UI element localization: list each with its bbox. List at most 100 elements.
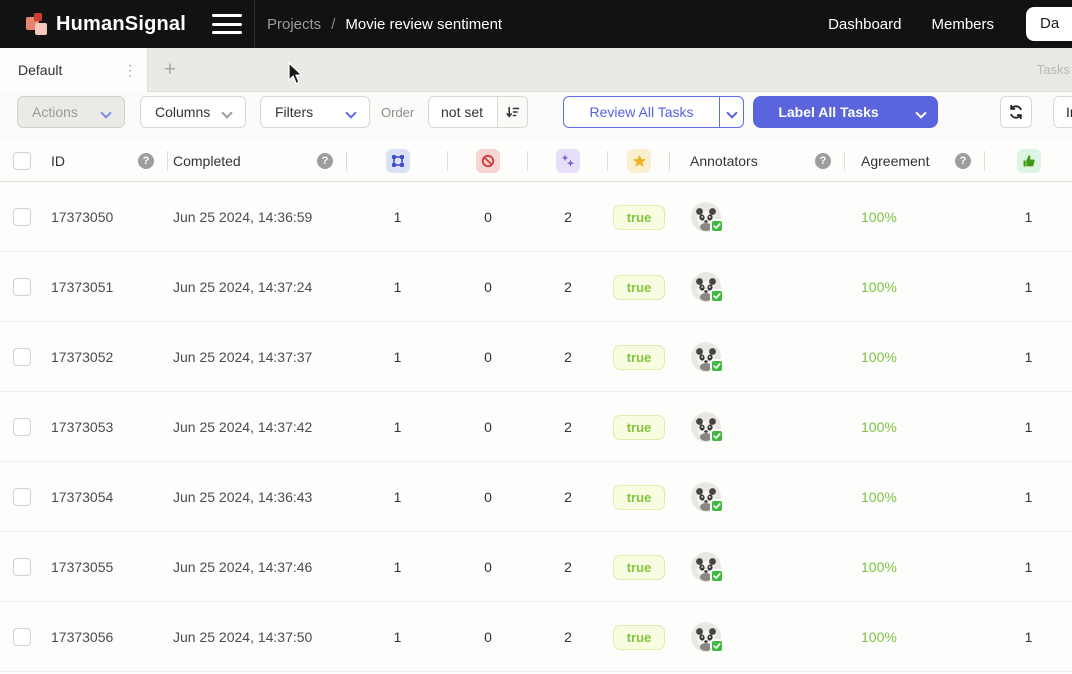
annotations-count: 1 [393,279,402,295]
annotator-avatar[interactable] [691,622,724,653]
chevron-down-icon [346,108,355,117]
annotator-avatar[interactable] [691,272,724,303]
toolbar: Actions Columns Filters Order not set Re… [0,92,1072,140]
sort-descending-icon [505,106,519,118]
row-checkbox[interactable] [13,488,31,506]
annotator-avatar[interactable] [691,342,724,373]
actions-label: Actions [32,104,78,120]
agreement-value: 100% [861,559,897,575]
annotator-verified-check-icon [710,639,724,653]
tab-bar: Default ⋮ + Tasks [0,48,1072,92]
nav-data-manager-pill[interactable]: Da [1026,7,1072,41]
completed-timestamp: Jun 25 2024, 14:37:42 [173,419,313,435]
table-row[interactable]: 17373055 Jun 25 2024, 14:37:46 1 0 2 tru… [0,532,1072,602]
column-header-annotators[interactable]: Annotators [690,153,758,169]
filters-dropdown[interactable]: Filters [260,96,370,128]
ground-truth-badge: true [612,624,666,650]
ground-truth-badge: true [612,274,666,300]
cancelled-count: 0 [484,559,492,575]
order-value: not set [441,104,484,120]
annotator-verified-check-icon [710,359,724,373]
ground-truth-icon[interactable] [627,149,651,173]
brand-name: HumanSignal [56,12,186,35]
nav-members[interactable]: Members [931,15,994,33]
table-row[interactable]: 17373051 Jun 25 2024, 14:37:24 1 0 2 tru… [0,252,1072,322]
order-button[interactable]: not set [428,96,528,128]
sort-direction-button[interactable] [497,97,527,127]
completed-timestamp: Jun 25 2024, 14:36:43 [173,489,313,505]
chevron-down-icon [916,108,925,117]
review-all-tasks-button[interactable]: Review All Tasks [563,96,744,128]
humansignal-logo-icon [26,13,48,35]
table-row[interactable]: 17373053 Jun 25 2024, 14:37:42 1 0 2 tru… [0,392,1072,462]
completed-timestamp: Jun 25 2024, 14:37:37 [173,349,313,365]
cancelled-count: 0 [484,209,492,225]
select-all-checkbox[interactable] [13,152,31,170]
cancelled-count: 0 [484,349,492,365]
column-header-agreement[interactable]: Agreement [861,153,930,169]
predictions-count: 2 [564,209,572,225]
table-row[interactable]: 17373052 Jun 25 2024, 14:37:37 1 0 2 tru… [0,322,1072,392]
top-bar: HumanSignal Projects / Movie review sent… [0,0,1072,48]
annotations-count: 1 [393,559,402,575]
tab-menu-icon[interactable]: ⋮ [123,62,137,78]
row-checkbox[interactable] [13,348,31,366]
task-id: 17373052 [51,349,114,365]
annotator-avatar[interactable] [691,482,724,513]
chevron-down-icon [222,108,231,117]
import-button[interactable]: Im [1053,96,1072,128]
completed-timestamp: Jun 25 2024, 14:37:50 [173,629,313,645]
reviews-count: 1 [1024,489,1033,505]
tab-default[interactable]: Default ⋮ [0,48,148,92]
help-icon[interactable]: ? [815,153,831,169]
actions-dropdown[interactable]: Actions [17,96,125,128]
columns-dropdown[interactable]: Columns [140,96,246,128]
row-checkbox[interactable] [13,278,31,296]
help-icon[interactable]: ? [138,153,154,169]
chevron-down-icon [727,108,736,117]
predictions-count: 2 [564,629,572,645]
help-icon[interactable]: ? [955,153,971,169]
label-all-tasks-dropdown[interactable] [903,108,937,117]
cancelled-annotations-icon[interactable] [476,149,500,173]
topbar-divider [254,0,255,48]
row-checkbox[interactable] [13,418,31,436]
completed-timestamp: Jun 25 2024, 14:36:59 [173,209,313,225]
predictions-count: 2 [564,419,572,435]
help-icon[interactable]: ? [317,153,333,169]
column-header-completed[interactable]: Completed [173,153,241,169]
table-row[interactable]: 17373050 Jun 25 2024, 14:36:59 1 0 2 tru… [0,182,1072,252]
refresh-icon [1010,104,1022,120]
add-tab-button[interactable]: + [163,58,177,81]
annotator-verified-check-icon [710,219,724,233]
annotator-verified-check-icon [710,429,724,443]
row-checkbox[interactable] [13,628,31,646]
filters-label: Filters [275,104,314,120]
agreement-value: 100% [861,489,897,505]
label-all-tasks-button[interactable]: Label All Tasks [753,96,938,128]
column-header-id[interactable]: ID [51,153,65,169]
reviews-accepted-icon[interactable] [1016,149,1041,173]
annotations-count-icon[interactable] [385,149,410,173]
review-all-tasks-dropdown[interactable] [719,97,743,127]
completed-timestamp: Jun 25 2024, 14:37:46 [173,559,313,575]
brand[interactable]: HumanSignal [0,13,186,36]
table-row[interactable]: 17373056 Jun 25 2024, 14:37:50 1 0 2 tru… [0,602,1072,672]
row-checkbox[interactable] [13,208,31,226]
predictions-icon[interactable] [556,149,580,173]
annotator-avatar[interactable] [691,202,724,233]
panda-avatar-image [691,342,721,372]
reviews-count: 1 [1024,629,1033,645]
predictions-count: 2 [564,559,572,575]
tasks-counter-label: Tasks [1036,62,1070,77]
hamburger-menu-icon[interactable] [212,14,242,34]
annotator-avatar[interactable] [691,412,724,443]
nav-dashboard[interactable]: Dashboard [828,15,902,33]
table-row[interactable]: 17373054 Jun 25 2024, 14:36:43 1 0 2 tru… [0,462,1072,532]
breadcrumb-projects[interactable]: Projects [267,15,322,33]
annotator-avatar[interactable] [691,552,724,583]
refresh-button[interactable] [1000,96,1032,128]
row-checkbox[interactable] [13,558,31,576]
predictions-count: 2 [564,279,572,295]
task-id: 17373051 [51,279,114,295]
